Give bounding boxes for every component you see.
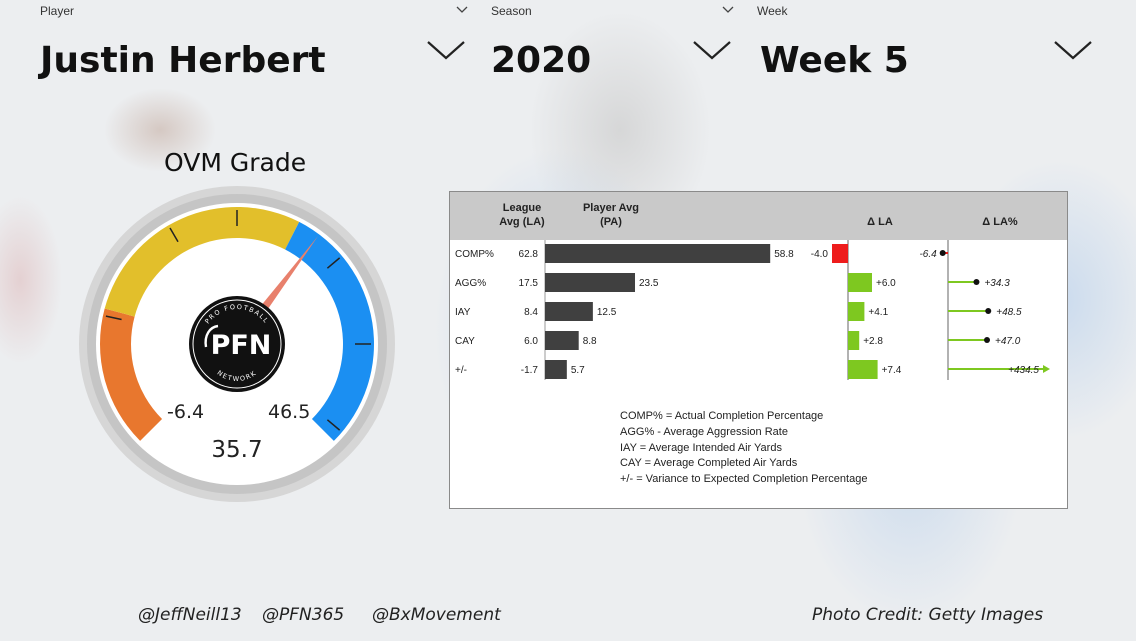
delta-la-value: +6.0 bbox=[876, 278, 896, 289]
player-avg-bar bbox=[545, 302, 593, 321]
legend-line: AGG% - Average Aggression Rate bbox=[620, 425, 788, 438]
season-slicer-label: Season bbox=[491, 4, 532, 18]
league-avg-value: -1.7 bbox=[521, 365, 539, 376]
player-avg-value: 5.7 bbox=[571, 365, 585, 376]
delta-la-bar bbox=[848, 331, 860, 350]
metric-label: AGG% bbox=[455, 278, 486, 289]
header-league-avg: League Avg (LA) bbox=[499, 202, 545, 228]
gauge-tick bbox=[169, 227, 179, 243]
gauge-band-low bbox=[100, 308, 163, 441]
delta-pct-arrow bbox=[1043, 365, 1050, 373]
chevron-down-icon[interactable] bbox=[692, 38, 732, 66]
gauge-band-mid bbox=[104, 207, 300, 317]
delta-la-value: +2.8 bbox=[863, 336, 883, 347]
delta-pct-dot bbox=[985, 308, 992, 314]
delta-pct-dot bbox=[973, 279, 980, 285]
gauge-tick bbox=[105, 315, 122, 321]
comparison-table: League Avg (LA) Player Avg (PA) Δ LA Δ L… bbox=[449, 191, 1068, 509]
week-slicer-label: Week bbox=[757, 4, 788, 18]
metric-label: CAY bbox=[455, 336, 475, 347]
chevron-down-icon[interactable] bbox=[1053, 38, 1093, 66]
legend-line: CAY = Average Completed Air Yards bbox=[620, 457, 798, 470]
player-slicer-label: Player bbox=[40, 4, 75, 18]
pfn-logo-text: PFN bbox=[211, 330, 272, 361]
player-avg-bar bbox=[545, 360, 567, 379]
pfn-logo-ring bbox=[192, 299, 282, 389]
delta-pct-value: +48.5 bbox=[996, 307, 1022, 318]
gauge-needle bbox=[260, 236, 319, 312]
player-avg-bar bbox=[545, 273, 636, 292]
chevron-down-icon[interactable] bbox=[426, 38, 466, 66]
chevron-down-icon[interactable] bbox=[721, 4, 735, 16]
metric-legend: COMP% = Actual Completion Percentage AGG… bbox=[620, 409, 867, 488]
player-avg-value: 23.5 bbox=[639, 278, 659, 289]
metric-label: +/- bbox=[455, 365, 467, 376]
delta-la-bar bbox=[848, 360, 878, 379]
player-slicer[interactable]: Player Justin Herbert bbox=[40, 0, 470, 95]
season-slicer[interactable]: Season 2020 bbox=[491, 0, 741, 95]
delta-la-bar bbox=[848, 302, 865, 321]
chevron-down-icon[interactable] bbox=[455, 4, 469, 16]
photo-credit: Photo Credit: Getty Images bbox=[812, 605, 1044, 625]
metric-label: IAY bbox=[455, 307, 471, 318]
delta-pct-value: +34.3 bbox=[984, 278, 1010, 289]
metric-label: COMP% bbox=[455, 249, 494, 260]
gauge-title: OVM Grade bbox=[164, 148, 307, 177]
legend-line: IAY = Average Intended Air Yards bbox=[620, 441, 782, 454]
player-avg-value: 12.5 bbox=[597, 307, 617, 318]
player-slicer-value[interactable]: Justin Herbert bbox=[40, 40, 326, 81]
league-avg-value: 17.5 bbox=[519, 278, 539, 289]
delta-pct-value: +47.0 bbox=[995, 336, 1021, 347]
delta-pct-value: +434.5 bbox=[1008, 365, 1039, 376]
pfn-logo bbox=[189, 296, 285, 392]
delta-la-bar bbox=[848, 273, 872, 292]
gauge-tick bbox=[326, 257, 341, 269]
header-delta-la-pct: Δ LA% bbox=[982, 216, 1018, 228]
delta-pct-value: -6.4 bbox=[919, 249, 937, 260]
legend-line: COMP% = Actual Completion Percentage bbox=[620, 410, 824, 422]
delta-la-value: +7.4 bbox=[882, 365, 902, 376]
gauge-value: 35.7 bbox=[211, 437, 262, 463]
season-slicer-value[interactable]: 2020 bbox=[491, 40, 592, 81]
gauge-band-high bbox=[285, 221, 374, 441]
league-avg-value: 8.4 bbox=[524, 307, 538, 318]
table-header: League Avg (LA) Player Avg (PA) Δ LA Δ L… bbox=[450, 192, 1067, 240]
gauge-min-label: -6.4 bbox=[167, 401, 204, 423]
gauge-max-label: 46.5 bbox=[268, 401, 310, 423]
player-avg-value: 58.8 bbox=[774, 249, 794, 260]
week-slicer-value[interactable]: Week 5 bbox=[760, 40, 909, 81]
legend-line: +/- = Variance to Expected Completion Pe… bbox=[620, 473, 868, 486]
football-icon bbox=[204, 324, 219, 348]
league-avg-value: 6.0 bbox=[524, 336, 538, 347]
player-avg-bar bbox=[545, 331, 579, 350]
delta-la-bar bbox=[832, 244, 848, 263]
delta-la-value: +4.1 bbox=[868, 307, 888, 318]
week-slicer[interactable]: Week Week 5 bbox=[757, 0, 1097, 95]
league-avg-value: 62.8 bbox=[519, 249, 539, 260]
delta-pct-dot bbox=[939, 250, 946, 256]
footer-handle: @JeffNeill13 bbox=[138, 605, 242, 625]
gauge-tick bbox=[326, 419, 341, 431]
comparison-rows: COMP% 62.8 58.8 -4.0 -6.4 AGG% 17.5 23.5 +6.0 +34… bbox=[455, 240, 1050, 380]
player-avg-value: 8.8 bbox=[583, 336, 597, 347]
header-player-avg: Player Avg (PA) bbox=[582, 202, 640, 228]
footer-handle: @BxMovement bbox=[372, 605, 501, 625]
footer-handle: @PFN365 bbox=[262, 605, 345, 625]
player-avg-bar bbox=[545, 244, 771, 263]
delta-pct-dot bbox=[984, 337, 991, 343]
header-delta-la: Δ LA bbox=[867, 216, 893, 228]
delta-la-value: -4.0 bbox=[811, 249, 829, 260]
